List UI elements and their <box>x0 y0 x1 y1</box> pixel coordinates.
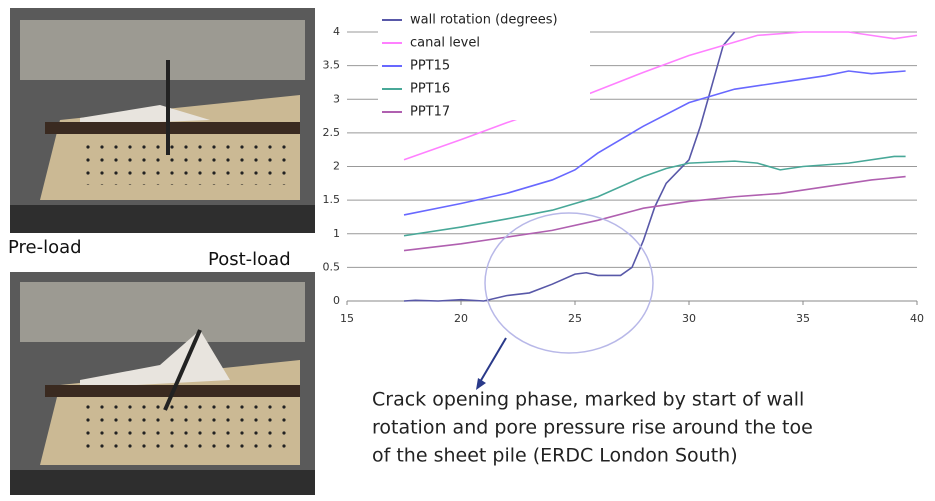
x-tick-label: 15 <box>340 312 354 325</box>
x-tick-label: 25 <box>568 312 582 325</box>
photo-pre <box>10 8 315 233</box>
legend-label: PPT16 <box>410 82 450 97</box>
legend-label: canal level <box>410 36 480 51</box>
y-tick-label: 4 <box>333 25 340 38</box>
figure: Pre-load Post-load 0 0.5 1 1.5 2 2.5 3 3.5 4 15 20… <box>0 0 935 497</box>
photo-label: Post-load <box>208 249 291 270</box>
x-tick-label: 40 <box>910 312 924 325</box>
y-tick-label: 0.5 <box>323 260 341 273</box>
series-line <box>404 156 906 235</box>
photo-post <box>10 272 315 495</box>
y-tick-label: 1.5 <box>323 193 341 206</box>
y-tick-label: 2.5 <box>323 126 341 139</box>
annotation: rotation and pore pressure rise around t… <box>372 417 813 439</box>
y-tick-label: 1 <box>333 227 340 240</box>
legend-label: wall rotation (degrees) <box>410 13 558 28</box>
y-tick-label: 3 <box>333 92 340 105</box>
arrow <box>480 338 506 382</box>
annotation: Crack opening phase, marked by start of … <box>372 389 804 411</box>
x-tick-label: 30 <box>682 312 696 325</box>
series-line <box>404 177 906 251</box>
x-tick-label: 20 <box>454 312 468 325</box>
y-tick-label: 2 <box>333 160 340 173</box>
legend-label: PPT17 <box>410 105 450 120</box>
annotation: of the sheet pile (ERDC London South) <box>372 445 738 467</box>
y-tick-label: 0 <box>333 294 340 307</box>
x-tick-label: 35 <box>796 312 810 325</box>
y-tick-label: 3.5 <box>323 59 341 72</box>
legend-label: PPT15 <box>410 59 450 74</box>
photo-label: Pre-load <box>8 237 82 258</box>
